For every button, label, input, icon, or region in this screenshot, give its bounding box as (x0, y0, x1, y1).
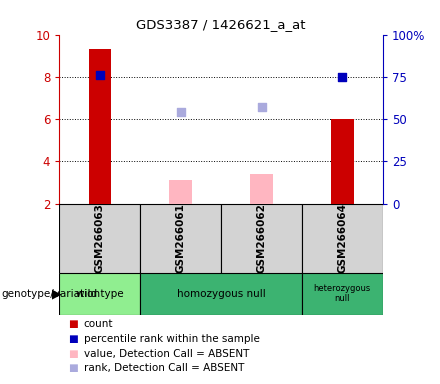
Bar (169, 180, 192, 204)
Text: ▶: ▶ (52, 287, 62, 300)
Text: ■: ■ (68, 334, 78, 344)
Bar (88, 50, 111, 204)
FancyBboxPatch shape (302, 204, 383, 273)
Text: rank, Detection Call = ABSENT: rank, Detection Call = ABSENT (84, 363, 244, 373)
Text: value, Detection Call = ABSENT: value, Detection Call = ABSENT (84, 349, 249, 359)
Text: GSM266064: GSM266064 (337, 203, 347, 273)
FancyBboxPatch shape (221, 204, 302, 273)
Bar (250, 174, 273, 204)
Text: ■: ■ (68, 363, 78, 373)
Point (339, 74, 346, 80)
FancyBboxPatch shape (59, 204, 140, 273)
Bar (331, 119, 354, 204)
Text: genotype/variation: genotype/variation (1, 289, 100, 299)
FancyBboxPatch shape (140, 273, 302, 315)
Point (177, 109, 184, 115)
Text: GSM266062: GSM266062 (257, 203, 267, 273)
FancyBboxPatch shape (302, 273, 383, 315)
Text: GSM266061: GSM266061 (176, 203, 186, 273)
Point (96, 72, 103, 78)
FancyBboxPatch shape (140, 204, 221, 273)
Text: heterozygous
null: heterozygous null (314, 284, 371, 303)
Point (258, 104, 265, 111)
Text: count: count (84, 319, 113, 329)
Text: GSM266063: GSM266063 (95, 203, 105, 273)
Title: GDS3387 / 1426621_a_at: GDS3387 / 1426621_a_at (136, 18, 306, 31)
Text: wild type: wild type (76, 289, 124, 299)
FancyBboxPatch shape (59, 273, 140, 315)
Text: homozygous null: homozygous null (177, 289, 265, 299)
Text: ■: ■ (68, 349, 78, 359)
Text: percentile rank within the sample: percentile rank within the sample (84, 334, 260, 344)
Text: ■: ■ (68, 319, 78, 329)
